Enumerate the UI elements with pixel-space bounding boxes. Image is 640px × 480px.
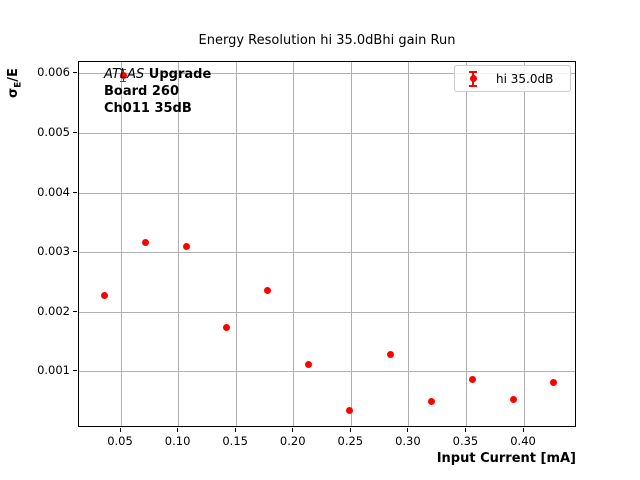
y-tick-mark (73, 132, 77, 134)
x-tick-label: 0.20 (279, 434, 306, 448)
data-point (427, 397, 435, 405)
x-tick-label: 0.35 (452, 434, 479, 448)
plot-area: ATLAS Upgrade Board 260 Ch011 35dB hi 35… (78, 61, 576, 427)
data-points-layer (79, 62, 575, 426)
data-point (346, 407, 354, 415)
gridline-vertical (523, 62, 525, 426)
y-axis-label-subscript: E (13, 81, 24, 88)
data-point (141, 239, 149, 247)
errorbar-cap (120, 68, 127, 71)
y-tick-label: 0.005 (37, 125, 70, 140)
data-point (182, 242, 190, 250)
data-point (468, 375, 476, 383)
annotation-line-3: Ch011 35dB (104, 101, 192, 116)
x-tick-mark (234, 428, 236, 432)
x-tick-mark (119, 428, 121, 432)
errorbar-cap (120, 80, 127, 83)
gridline-vertical (235, 62, 237, 426)
x-tick-mark (349, 428, 351, 432)
y-axis-label: σE/E (6, 68, 24, 98)
data-point (100, 291, 108, 299)
data-point (550, 379, 558, 387)
gridline-horizontal (79, 311, 575, 313)
y-tick-label: 0.002 (37, 303, 70, 318)
x-tick-label: 0.25 (337, 434, 364, 448)
x-tick-label: 0.05 (107, 434, 133, 448)
y-tick-mark (73, 72, 77, 74)
gridline-horizontal (79, 73, 575, 75)
data-point (264, 287, 272, 295)
gridline-vertical (465, 62, 467, 426)
y-tick-label: 0.001 (37, 363, 70, 378)
annotation-block: ATLAS Upgrade Board 260 Ch011 35dB (104, 66, 211, 117)
grid-layer (79, 62, 575, 426)
legend: hi 35.0dB (454, 65, 571, 92)
y-tick-label: 0.004 (37, 184, 70, 199)
data-point (223, 324, 231, 332)
x-tick-label: 0.30 (395, 434, 421, 448)
y-tick-label: 0.006 (37, 65, 70, 80)
x-tick-mark (407, 428, 409, 432)
y-axis-label-sigma: σ (6, 87, 21, 98)
data-point (119, 72, 127, 80)
gridline-vertical (120, 62, 122, 426)
x-tick-label: 0.10 (164, 434, 191, 448)
x-tick-mark (177, 428, 179, 432)
gridline-horizontal (79, 192, 575, 194)
y-tick-mark (73, 251, 77, 253)
annotation-atlas-text: ATLAS (104, 67, 145, 82)
gridline-horizontal (79, 371, 575, 373)
data-point (305, 360, 313, 368)
data-point (509, 396, 517, 404)
data-point (386, 350, 394, 358)
y-axis-label-rest: /E (6, 68, 21, 82)
x-tick-label: 0.15 (222, 434, 248, 448)
x-tick-label: 0.40 (510, 434, 536, 448)
x-tick-mark (464, 428, 466, 432)
gridline-vertical (293, 62, 295, 426)
gridline-vertical (350, 62, 352, 426)
x-tick-mark (522, 428, 524, 432)
legend-label: hi 35.0dB (496, 71, 554, 86)
gridline-vertical (178, 62, 180, 426)
x-axis-label: Input Current [mA] (436, 451, 576, 466)
annotation-upgrade-text: Upgrade (144, 67, 212, 82)
x-tick-mark (292, 428, 294, 432)
gridline-vertical (408, 62, 410, 426)
y-tick-label: 0.003 (37, 244, 70, 259)
y-tick-mark (73, 370, 77, 372)
gridline-horizontal (79, 252, 575, 254)
annotation-line-1: ATLAS Upgrade (104, 66, 211, 83)
y-tick-mark (73, 310, 77, 312)
gridline-horizontal (79, 133, 575, 135)
annotation-line-2: Board 260 (104, 84, 179, 99)
chart-title: Energy Resolution hi 35.0dBhi gain Run (198, 33, 456, 48)
y-tick-mark (73, 191, 77, 193)
errorbar-marker-icon (467, 70, 479, 88)
